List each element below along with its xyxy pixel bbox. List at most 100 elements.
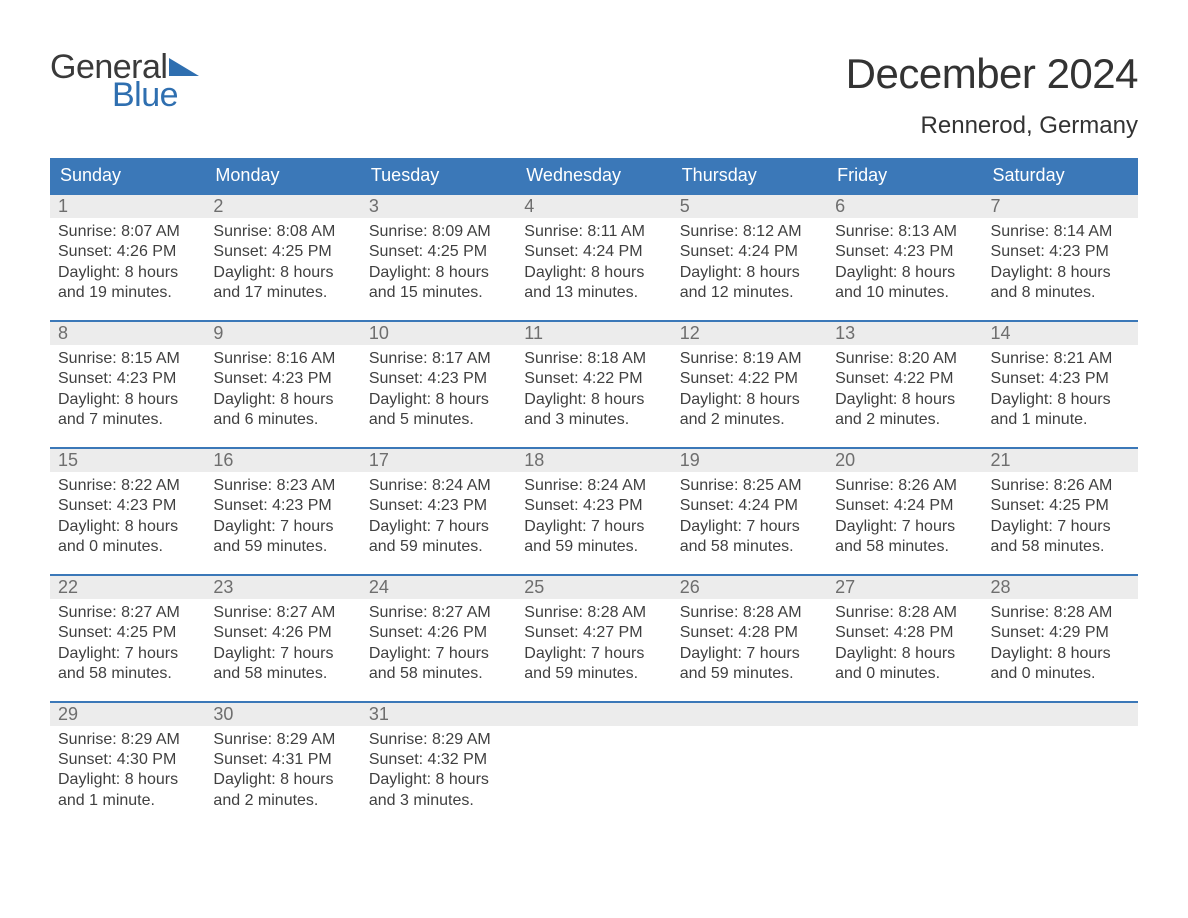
daylight-line1: Daylight: 8 hours [58, 390, 197, 410]
sunrise-line: Sunrise: 8:27 AM [58, 603, 197, 623]
sunset-line: Sunset: 4:23 PM [991, 369, 1130, 389]
sunset-line: Sunset: 4:24 PM [680, 496, 819, 516]
day-number: 5 [672, 195, 827, 218]
daylight-line2: and 58 minutes. [58, 664, 197, 684]
day-number: 3 [361, 195, 516, 218]
day-cell [672, 726, 827, 828]
sunrise-line: Sunrise: 8:26 AM [835, 476, 974, 496]
daylight-line1: Daylight: 8 hours [991, 390, 1130, 410]
day-cell: Sunrise: 8:28 AMSunset: 4:28 PMDaylight:… [672, 599, 827, 701]
daylight-line1: Daylight: 8 hours [835, 390, 974, 410]
daylight-line2: and 1 minute. [991, 410, 1130, 430]
day-cell: Sunrise: 8:07 AMSunset: 4:26 PMDaylight:… [50, 218, 205, 320]
day-number: 22 [50, 576, 205, 599]
daylight-line1: Daylight: 7 hours [213, 644, 352, 664]
sunset-line: Sunset: 4:32 PM [369, 750, 508, 770]
daylight-line1: Daylight: 7 hours [680, 517, 819, 537]
sunrise-line: Sunrise: 8:24 AM [524, 476, 663, 496]
day-number: 28 [983, 576, 1138, 599]
day-header: Tuesday [361, 158, 516, 193]
day-cell: Sunrise: 8:13 AMSunset: 4:23 PMDaylight:… [827, 218, 982, 320]
day-cell: Sunrise: 8:28 AMSunset: 4:27 PMDaylight:… [516, 599, 671, 701]
daylight-line1: Daylight: 8 hours [991, 644, 1130, 664]
day-number: 7 [983, 195, 1138, 218]
day-cell: Sunrise: 8:28 AMSunset: 4:29 PMDaylight:… [983, 599, 1138, 701]
daylight-line1: Daylight: 8 hours [213, 263, 352, 283]
daylight-line1: Daylight: 7 hours [369, 644, 508, 664]
sunset-line: Sunset: 4:24 PM [524, 242, 663, 262]
daylight-line1: Daylight: 8 hours [835, 644, 974, 664]
daylight-line2: and 2 minutes. [680, 410, 819, 430]
day-number: 1 [50, 195, 205, 218]
day-number: 18 [516, 449, 671, 472]
sunrise-line: Sunrise: 8:08 AM [213, 222, 352, 242]
daylight-line1: Daylight: 8 hours [369, 263, 508, 283]
day-header-row: Sunday Monday Tuesday Wednesday Thursday… [50, 158, 1138, 193]
brand-part2: Blue [112, 78, 178, 112]
sunrise-line: Sunrise: 8:29 AM [369, 730, 508, 750]
day-cell: Sunrise: 8:27 AMSunset: 4:26 PMDaylight:… [205, 599, 360, 701]
sunset-line: Sunset: 4:26 PM [213, 623, 352, 643]
day-cell: Sunrise: 8:14 AMSunset: 4:23 PMDaylight:… [983, 218, 1138, 320]
day-cell: Sunrise: 8:21 AMSunset: 4:23 PMDaylight:… [983, 345, 1138, 447]
daylight-line2: and 17 minutes. [213, 283, 352, 303]
daylight-line2: and 0 minutes. [58, 537, 197, 557]
day-number: 4 [516, 195, 671, 218]
day-number: 13 [827, 322, 982, 345]
day-cell: Sunrise: 8:16 AMSunset: 4:23 PMDaylight:… [205, 345, 360, 447]
sunrise-line: Sunrise: 8:12 AM [680, 222, 819, 242]
daylight-line1: Daylight: 8 hours [58, 770, 197, 790]
daynum-row: 22232425262728 [50, 576, 1138, 599]
sunrise-line: Sunrise: 8:20 AM [835, 349, 974, 369]
sunrise-line: Sunrise: 8:07 AM [58, 222, 197, 242]
sunset-line: Sunset: 4:25 PM [369, 242, 508, 262]
day-number: 2 [205, 195, 360, 218]
sunset-line: Sunset: 4:22 PM [524, 369, 663, 389]
sunset-line: Sunset: 4:26 PM [369, 623, 508, 643]
day-cell: Sunrise: 8:22 AMSunset: 4:23 PMDaylight:… [50, 472, 205, 574]
day-cell [827, 726, 982, 828]
daylight-line2: and 58 minutes. [991, 537, 1130, 557]
sunrise-line: Sunrise: 8:23 AM [213, 476, 352, 496]
day-cell: Sunrise: 8:08 AMSunset: 4:25 PMDaylight:… [205, 218, 360, 320]
day-cell: Sunrise: 8:17 AMSunset: 4:23 PMDaylight:… [361, 345, 516, 447]
sunset-line: Sunset: 4:28 PM [680, 623, 819, 643]
daylight-line2: and 13 minutes. [524, 283, 663, 303]
day-number: 25 [516, 576, 671, 599]
sunset-line: Sunset: 4:29 PM [991, 623, 1130, 643]
sunrise-line: Sunrise: 8:17 AM [369, 349, 508, 369]
day-cell: Sunrise: 8:24 AMSunset: 4:23 PMDaylight:… [361, 472, 516, 574]
daylight-line1: Daylight: 7 hours [524, 517, 663, 537]
daylight-line2: and 5 minutes. [369, 410, 508, 430]
day-cell: Sunrise: 8:15 AMSunset: 4:23 PMDaylight:… [50, 345, 205, 447]
day-number: 31 [361, 703, 516, 726]
sunrise-line: Sunrise: 8:09 AM [369, 222, 508, 242]
sunrise-line: Sunrise: 8:28 AM [680, 603, 819, 623]
sunset-line: Sunset: 4:25 PM [213, 242, 352, 262]
day-header: Thursday [672, 158, 827, 193]
daylight-line2: and 0 minutes. [835, 664, 974, 684]
day-cell: Sunrise: 8:12 AMSunset: 4:24 PMDaylight:… [672, 218, 827, 320]
day-cell: Sunrise: 8:26 AMSunset: 4:25 PMDaylight:… [983, 472, 1138, 574]
daynum-row: 15161718192021 [50, 449, 1138, 472]
daylight-line2: and 58 minutes. [680, 537, 819, 557]
daylight-line2: and 58 minutes. [213, 664, 352, 684]
daylight-line2: and 19 minutes. [58, 283, 197, 303]
content-row: Sunrise: 8:22 AMSunset: 4:23 PMDaylight:… [50, 472, 1138, 574]
daylight-line2: and 0 minutes. [991, 664, 1130, 684]
daylight-line2: and 15 minutes. [369, 283, 508, 303]
daylight-line1: Daylight: 8 hours [524, 263, 663, 283]
daylight-line1: Daylight: 8 hours [369, 390, 508, 410]
day-number: 12 [672, 322, 827, 345]
day-number: 19 [672, 449, 827, 472]
week-row: 891011121314Sunrise: 8:15 AMSunset: 4:23… [50, 320, 1138, 447]
daylight-line2: and 8 minutes. [991, 283, 1130, 303]
sunset-line: Sunset: 4:24 PM [680, 242, 819, 262]
daylight-line1: Daylight: 8 hours [213, 390, 352, 410]
sunrise-line: Sunrise: 8:28 AM [835, 603, 974, 623]
day-number: 17 [361, 449, 516, 472]
daylight-line2: and 58 minutes. [835, 537, 974, 557]
sunset-line: Sunset: 4:28 PM [835, 623, 974, 643]
day-cell: Sunrise: 8:25 AMSunset: 4:24 PMDaylight:… [672, 472, 827, 574]
sunrise-line: Sunrise: 8:29 AM [58, 730, 197, 750]
